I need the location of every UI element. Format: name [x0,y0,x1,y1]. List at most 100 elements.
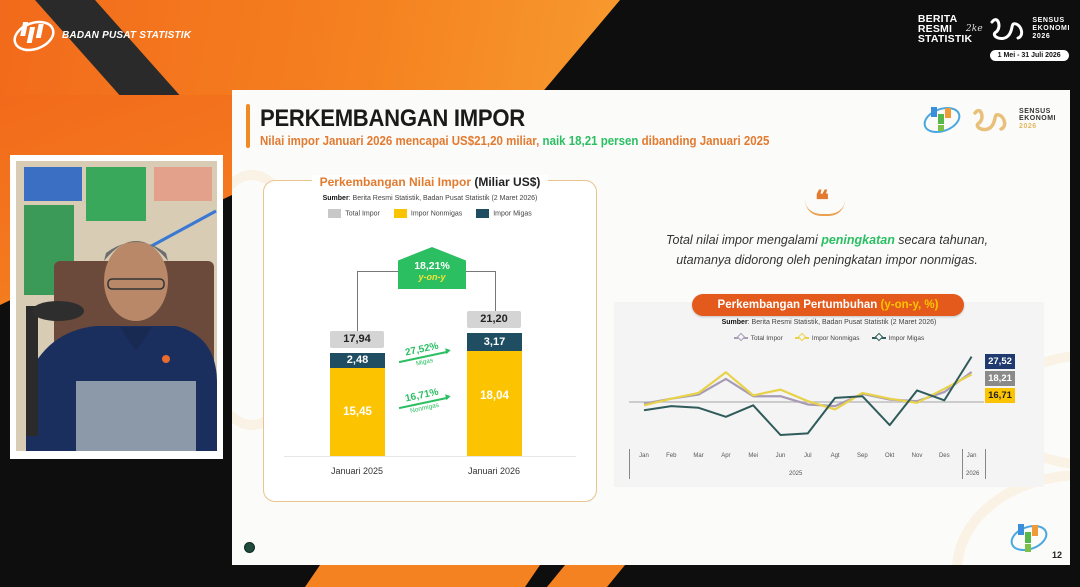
bps-brand: BADAN PUSAT STATISTIK [12,18,191,52]
legend-item-migas: Impor Migas [871,335,925,342]
sensus-ekonomi-logo-icon [990,18,1024,40]
legend-label: Total Impor [750,335,783,342]
presenter-video-frame [16,161,217,451]
quote-text: Total nilai impor mengalami peningkatan … [602,230,1052,270]
yoy-growth-badge: 18,21% y-on-y [398,247,466,289]
bar-januari-2025: 2,48 15,45 [330,353,385,456]
top-right-branding: BERITA RESMI STATISTIK 2ke SENSUS EKONOM… [918,14,1070,61]
slide-page-number: 12 [1051,550,1062,560]
end-label-total: 18,21 [985,371,1015,386]
webcam-feed [16,161,217,451]
x-tick-label: Mar [693,453,704,459]
sensus-ekonomi-brand: SENSUS EKONOMI 2026 1 Mei - 31 Juli 2026 [988,14,1070,61]
presenter-webcam [10,155,223,459]
bar-chart-source: Sumber: Berita Resmi Statistik, Badan Pu… [264,195,596,202]
legend-item-migas: Impor Migas [476,209,532,218]
legend-label: Impor Migas [493,210,532,218]
x-axis-label: Januari 2025 [330,466,384,476]
x-tick-label: Jan [639,453,649,459]
x-tick-label: Jul [803,453,812,459]
yoy-label: y-on-y [418,272,446,282]
series-line-total-impor [643,371,973,408]
brs-line: STATISTIK [917,33,973,45]
slide-subtitle: Nilai impor Januari 2026 mencapai US$21,… [260,134,769,148]
chart-title-unit: (y-on-y, %) [880,299,939,311]
growth-line-chart-panel: Perkembangan Pertumbuhan (y-on-y, %) Sum… [614,294,1044,487]
slide-nav-button[interactable] [244,542,255,553]
legend-label: Impor Nonmigas [410,210,463,218]
legend-line [733,337,748,340]
series-line-impor-nonmigas [643,371,973,411]
axis-separator [629,449,630,479]
sensus-ekonomi-logo-icon [973,108,1007,132]
line-chart-title: Perkembangan Pertumbuhan (y-on-y, %) [692,294,964,316]
sensus-line: EKONOMI [1032,25,1070,32]
bps-logo-icon [1010,524,1048,552]
x-tick-label: Des [938,453,950,459]
legend-item-total: Total Impor [733,335,783,342]
legend-line [871,337,886,340]
bar-total-label-2025: 17,94 [330,331,384,348]
subtitle-highlight: naik 18,21 persen [542,134,639,148]
background-orange-bottom-stripe [305,565,540,587]
bar-januari-2026: 3,17 18,04 [467,333,522,456]
subtitle-text: dibanding Januari 2025 [638,134,770,148]
line-chart-legend: Total Impor Impor Nonmigas Impor Migas [614,335,1044,342]
subtitle-text: Nilai impor Januari 2026 mencapai US$21,… [260,134,543,148]
axis-separator [962,449,963,479]
source-label: Sumber [721,319,748,326]
x-axis-label: Januari 2026 [467,466,521,476]
source-label: Sumber [322,195,349,202]
sensus-ekonomi-label: SENSUS EKONOMI 2026 [1019,108,1056,131]
migas-growth-annotation: 27,52% Migas [396,339,449,370]
legend-swatch [476,209,490,218]
connector-line-right [466,271,496,313]
legend-item-total: Total Impor [328,209,380,218]
year-label: 2025 [789,471,803,477]
quote-highlight: peningkatan [821,233,895,247]
legend-swatch [328,209,342,218]
bps-logo-icon [923,106,961,134]
bar-chart-title: Perkembangan Nilai Impor (Miliar US$) [264,173,596,191]
sensus-line: SENSUS [1032,17,1065,24]
end-label-nonmigas: 16,71 [985,388,1015,403]
quote-smile-decoration [805,200,845,216]
title-accent-bar [246,104,250,148]
quote-line-1: Total nilai impor mengalami peningkatan … [602,230,1052,250]
quote-fragment: secara tahunan, [894,233,988,247]
yoy-value: 18,21% [414,260,450,272]
bar-chart-legend: Total Impor Impor Nonmigas Impor Migas [264,209,596,218]
x-tick-label: Nov [911,453,923,459]
x-tick-label: Jan [966,453,977,459]
x-tick-label: Agt [830,453,840,459]
x-tick-label: Okt [885,453,895,459]
year-label: 2026 [966,471,980,477]
series-line-impor-migas [643,356,973,436]
sensus-line: EKONOMI [1019,115,1056,123]
import-value-chart-panel: Perkembangan Nilai Impor (Miliar US$) Su… [263,175,597,502]
connector-line-left [357,271,398,337]
sensus-line: 2026 [1019,122,1037,130]
line-chart-source: Sumber: Berita Resmi Statistik, Badan Pu… [614,319,1044,326]
sensus-line: 2026 [1032,33,1051,40]
source-text: : Berita Resmi Statistik, Badan Pusat St… [747,319,937,326]
background-orange-bottom-stripe-2 [547,565,625,587]
x-tick-label: Jun [775,453,786,459]
brs-line: RESMI [917,23,953,35]
legend-label: Total Impor [345,210,380,218]
bar-segment-migas: 2,48 [330,353,385,368]
slide-title: PERKEMBANGAN IMPOR [260,105,525,132]
legend-label: Impor Migas [888,335,925,342]
chart-title-text: Perkembangan Nilai Impor [319,175,472,189]
quote-line-2: utamanya didorong oleh peningkatan impor… [676,253,978,267]
x-tick-label: Mei [748,453,759,459]
census-date-range: 1 Mei - 31 Juli 2026 [989,50,1069,61]
x-tick-label: Apr [721,453,731,459]
legend-item-nonmigas: Impor Nonmigas [794,335,860,342]
chart-title-text: Perkembangan Pertumbuhan [717,299,881,311]
bar-total-label-2026: 21,20 [467,311,521,328]
legend-item-nonmigas: Impor Nonmigas [393,209,463,218]
brs-logo: BERITA RESMI STATISTIK 2ke [917,14,983,45]
brs-signature: 2ke [965,24,983,34]
